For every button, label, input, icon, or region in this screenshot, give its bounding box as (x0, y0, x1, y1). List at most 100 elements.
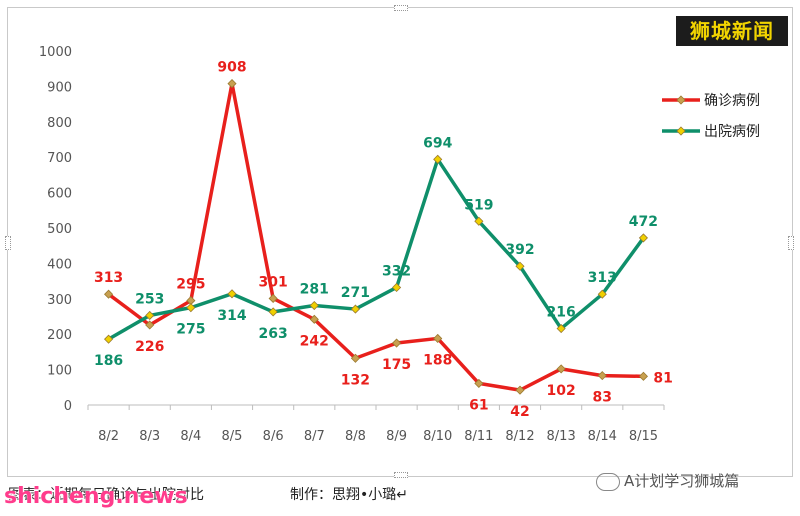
legend-marker (676, 126, 686, 136)
y-tick-label: 0 (64, 399, 72, 414)
data-point (104, 334, 114, 344)
data-point (268, 307, 278, 317)
y-tick-label: 1000 (39, 45, 72, 60)
data-label: 132 (341, 372, 370, 388)
data-label: 519 (464, 197, 493, 213)
x-axis: 8/2 8/3 8/4 8/5 8/6 8/7 8/8 8/9 8/10 8/11 8/12 8/13… (87, 404, 665, 444)
author-credit: 制作：思翔•小璐↵ (290, 487, 408, 503)
data-point (597, 371, 607, 381)
data-label: 271 (341, 285, 370, 301)
wechat-account: A计划学习狮城篇 (596, 470, 739, 491)
x-tick-label: 8/14 (588, 429, 617, 444)
x-tick-label: 8/11 (464, 429, 493, 444)
chart-frame (5, 5, 794, 478)
data-point (309, 314, 319, 324)
data-label: 42 (510, 404, 529, 420)
data-point (556, 323, 566, 334)
data-label: 102 (547, 383, 576, 399)
y-tick-label: 300 (47, 293, 72, 308)
data-point (433, 154, 443, 164)
x-tick-label: 8/4 (180, 429, 201, 444)
resize-handle-left[interactable] (5, 236, 11, 250)
data-label: 61 (469, 397, 488, 413)
x-tick-label: 8/12 (505, 429, 534, 444)
data-label: 226 (135, 339, 164, 355)
y-axis: 0 100 200 300 400 500 600 700 800 900 1000 (39, 45, 72, 414)
data-label: 472 (629, 214, 658, 230)
data-label: 81 (653, 370, 672, 386)
x-tick-label: 8/7 (304, 429, 325, 444)
data-label: 313 (94, 270, 123, 286)
series-line-0 (107, 81, 644, 392)
x-tick-label: 8/13 (547, 429, 576, 444)
data-point (350, 304, 360, 314)
data-point (597, 289, 607, 299)
y-tick-label: 100 (47, 364, 72, 379)
data-label: 332 (382, 263, 411, 279)
data-point (392, 282, 402, 293)
wechat-account-label: A计划学习狮城篇 (624, 472, 740, 490)
series-points (104, 79, 648, 395)
site-watermark: shicheng.news (4, 484, 188, 509)
data-label: 301 (259, 274, 288, 290)
data-label: 908 (217, 60, 246, 76)
data-label: 694 (423, 135, 452, 151)
x-tick-label: 8/5 (222, 429, 243, 444)
y-tick-label: 400 (47, 257, 72, 272)
x-tick-label: 8/10 (423, 429, 452, 444)
chart-caption: 图表：近期每日确诊与出院对比 (8, 487, 204, 503)
series-line-1 (107, 157, 645, 341)
data-point (350, 353, 360, 363)
data-label: 314 (217, 308, 246, 324)
data-label: 313 (588, 270, 617, 286)
data-point (227, 79, 237, 89)
data-label: 83 (593, 390, 612, 406)
data-label: 186 (94, 353, 123, 369)
y-tick-label: 900 (47, 80, 72, 95)
resize-handle-bottom[interactable] (394, 472, 408, 478)
data-label: 216 (547, 305, 576, 321)
x-tick-label: 8/15 (629, 429, 658, 444)
data-point (145, 310, 155, 321)
y-tick-label: 600 (47, 187, 72, 202)
data-point (145, 320, 155, 330)
data-point (392, 338, 402, 348)
x-tick-label: 8/3 (139, 429, 160, 444)
data-point (474, 378, 484, 388)
resize-handle-right[interactable] (788, 236, 794, 250)
legend-label: 确诊病例 (704, 93, 760, 109)
wechat-icon (596, 472, 620, 491)
data-label: 275 (176, 322, 205, 338)
data-label: 281 (300, 282, 329, 298)
y-tick-label: 700 (47, 151, 72, 166)
resize-handle-top[interactable] (394, 5, 408, 11)
data-point (515, 385, 525, 395)
x-tick-label: 8/9 (386, 429, 407, 444)
data-point (474, 216, 484, 226)
x-tick-label: 8/6 (263, 429, 284, 444)
data-point (268, 293, 278, 304)
legend-label: 出院病例 (704, 124, 760, 140)
data-label: 295 (176, 277, 205, 293)
series-lines (107, 81, 645, 392)
data-point (515, 261, 525, 271)
data-label: 175 (382, 357, 411, 373)
y-tick-label: 800 (47, 116, 72, 131)
data-point (556, 364, 566, 374)
data-point (309, 300, 319, 311)
x-tick-label: 8/8 (345, 429, 366, 444)
y-tick-label: 200 (47, 328, 72, 343)
data-point (638, 233, 648, 243)
data-label: 263 (259, 326, 288, 342)
y-tick-label: 500 (47, 222, 72, 237)
data-point (638, 371, 648, 381)
data-point (433, 333, 443, 344)
data-label: 392 (505, 242, 534, 258)
data-point (104, 289, 114, 299)
data-label: 242 (300, 333, 329, 349)
data-point (227, 289, 237, 299)
legend-marker (676, 95, 686, 105)
data-label: 253 (135, 291, 164, 307)
